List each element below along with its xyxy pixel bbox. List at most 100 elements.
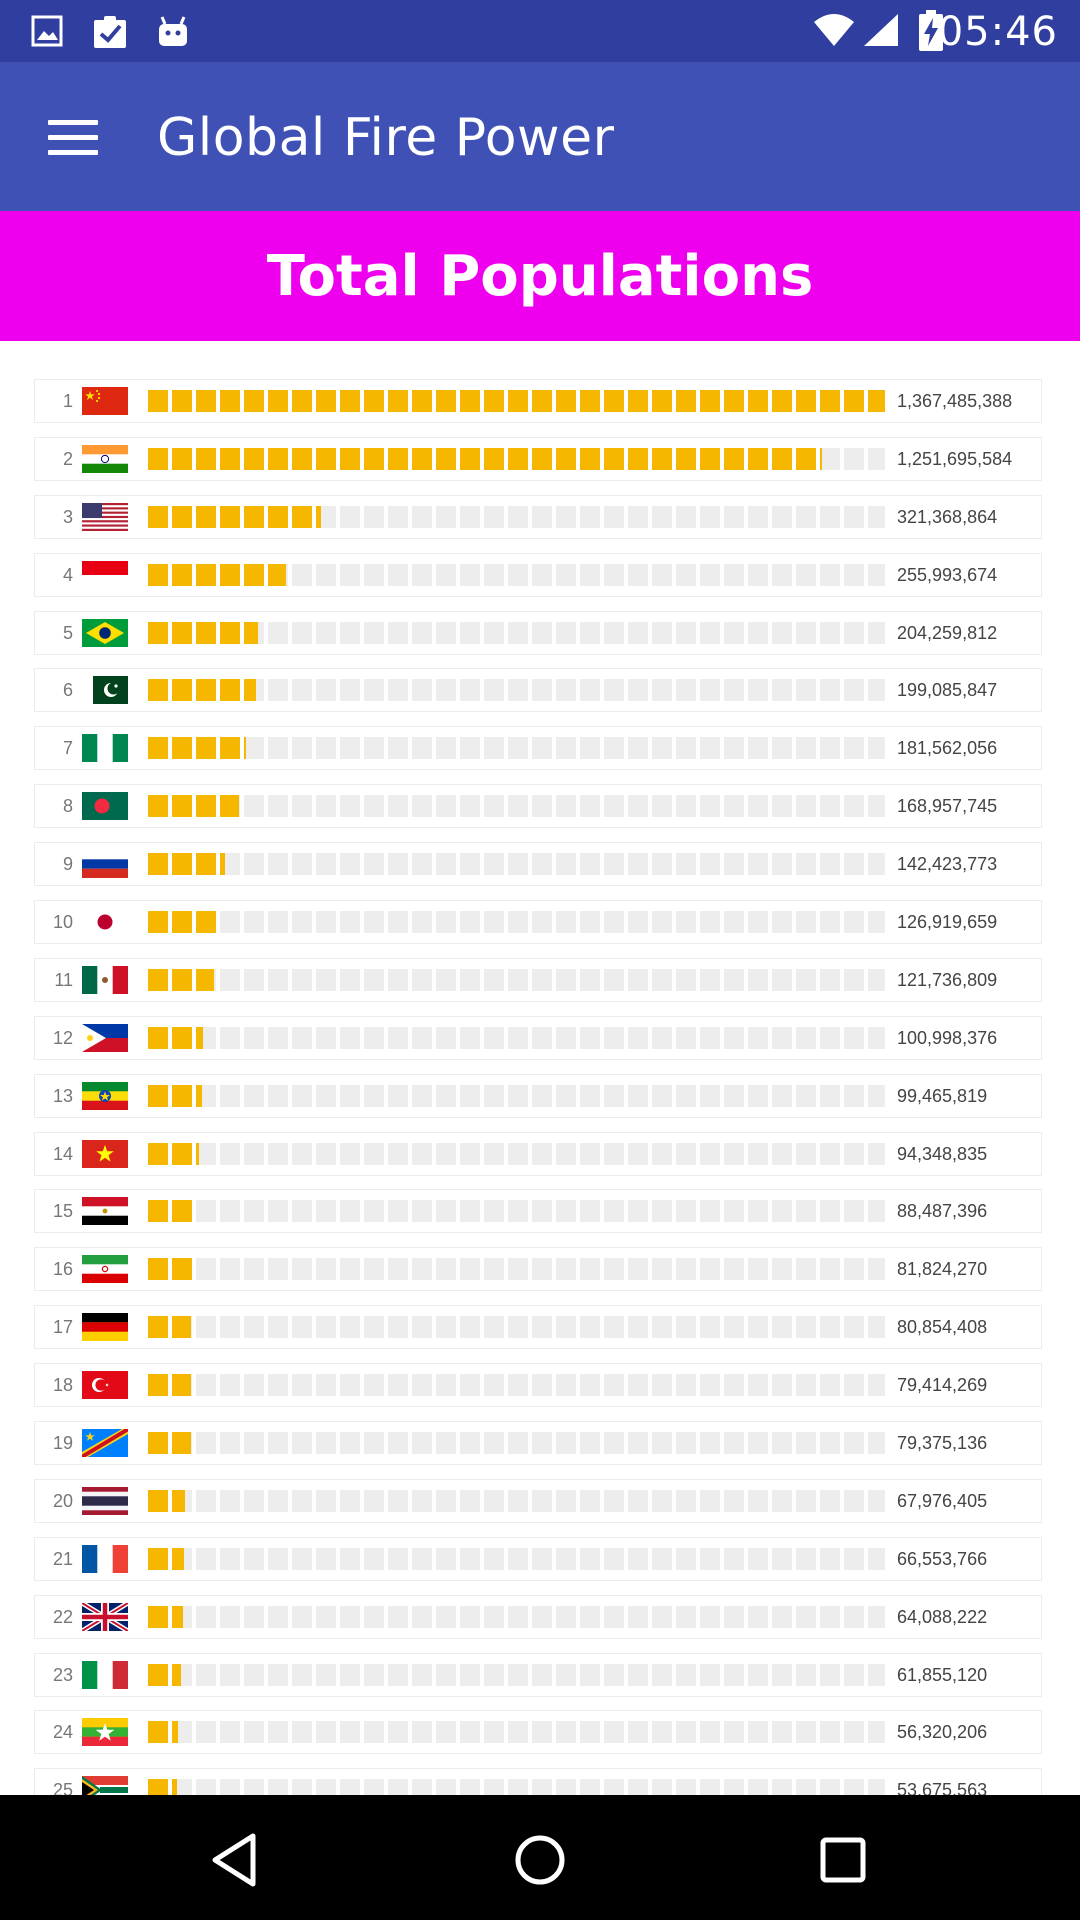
russia-flag-icon — [82, 850, 128, 879]
myanmar-flag-icon — [82, 1718, 128, 1747]
population-bar-track — [148, 447, 885, 470]
list-item[interactable]: 4 255,993,674 — [34, 552, 1042, 597]
list-item[interactable]: 1 1,367,485,388 — [34, 379, 1042, 423]
list-item[interactable]: 13 99,465,819 — [34, 1073, 1042, 1118]
south-africa-flag-icon — [82, 1776, 128, 1795]
population-value: 61,855,120 — [897, 1664, 988, 1685]
list-item[interactable]: 12 100,998,376 — [34, 1015, 1042, 1060]
list-item[interactable]: 9 142,423,773 — [34, 842, 1042, 887]
china-flag-icon — [82, 387, 128, 415]
population-value: 67,976,405 — [897, 1490, 988, 1511]
population-bar-track — [148, 621, 885, 644]
list-item[interactable]: 7 181,562,056 — [34, 726, 1042, 771]
list-item[interactable]: 22 64,088,222 — [34, 1594, 1042, 1639]
population-value: 204,259,812 — [897, 622, 998, 643]
rank-number: 18 — [52, 1375, 73, 1396]
population-bar-fill — [148, 1374, 191, 1397]
population-value: 64,088,222 — [897, 1606, 988, 1627]
india-flag-icon — [82, 444, 128, 473]
population-value: 1,251,695,584 — [897, 448, 1013, 469]
philippines-flag-icon — [82, 1023, 128, 1052]
population-bar-fill — [148, 505, 322, 528]
population-bar-fill — [148, 621, 258, 644]
rank-number: 11 — [54, 969, 73, 990]
population-bar-track — [148, 1547, 885, 1570]
rank-number: 24 — [52, 1722, 73, 1743]
list-item[interactable]: 14 94,348,835 — [34, 1131, 1042, 1176]
population-value: 80,854,408 — [897, 1317, 988, 1338]
hamburger-menu-icon[interactable] — [36, 107, 108, 167]
list-item[interactable]: 23 61,855,120 — [34, 1652, 1042, 1697]
population-bar-track — [148, 1432, 885, 1455]
france-flag-icon — [82, 1544, 128, 1573]
rank-number: 9 — [62, 854, 73, 875]
rank-number: 19 — [52, 1433, 73, 1454]
list-item[interactable]: 15 88,487,396 — [34, 1189, 1042, 1234]
rank-number: 5 — [62, 622, 73, 643]
population-value: 99,465,819 — [897, 1085, 988, 1106]
list-item[interactable]: 18 79,414,269 — [34, 1363, 1042, 1408]
population-bar-track — [148, 1489, 885, 1512]
population-bar-fill — [148, 1547, 185, 1570]
pakistan-flag-icon — [82, 676, 128, 705]
list-item[interactable]: 24 56,320,206 — [34, 1710, 1042, 1755]
rank-number: 14 — [52, 1143, 73, 1164]
population-value: 66,553,766 — [897, 1548, 988, 1569]
population-bar-fill — [148, 1316, 192, 1339]
population-value: 56,320,206 — [897, 1722, 988, 1743]
rank-number: 21 — [52, 1548, 73, 1569]
list-item[interactable]: 19 79,375,136 — [34, 1421, 1042, 1466]
population-bar-track — [148, 1663, 885, 1686]
list-item[interactable]: 8 168,957,745 — [34, 784, 1042, 829]
rank-number: 15 — [52, 1201, 73, 1222]
list-item[interactable]: 6 199,085,847 — [34, 668, 1042, 713]
population-bar-track — [148, 737, 885, 760]
page-title: Total Populations — [266, 243, 814, 309]
list-item[interactable]: 2 1,251,695,584 — [34, 436, 1042, 481]
list-item[interactable]: 20 67,976,405 — [34, 1478, 1042, 1523]
population-bar-track — [148, 911, 885, 934]
page-header: Total Populations — [0, 211, 1080, 341]
population-bar-fill — [148, 447, 823, 470]
clipboard-check-icon — [90, 14, 130, 55]
population-bar-track — [148, 1316, 885, 1339]
population-value: 100,998,376 — [897, 1027, 998, 1048]
battery-charging-icon — [918, 10, 944, 57]
back-icon[interactable] — [190, 1815, 280, 1905]
list-item[interactable]: 5 204,259,812 — [34, 610, 1042, 655]
population-value: 94,348,835 — [897, 1143, 988, 1164]
rank-number: 6 — [62, 680, 73, 701]
list-item[interactable]: 10 126,919,659 — [34, 900, 1042, 945]
list-item[interactable]: 17 80,854,408 — [34, 1305, 1042, 1350]
population-value: 88,487,396 — [897, 1201, 988, 1222]
indonesia-flag-icon — [82, 560, 128, 589]
population-bar-fill — [148, 1084, 202, 1107]
population-bar-fill — [148, 968, 214, 991]
list-item[interactable]: 3 321,368,864 — [34, 494, 1042, 539]
population-value: 199,085,847 — [897, 680, 998, 701]
population-value: 53,675,563 — [897, 1780, 988, 1795]
rank-number: 12 — [52, 1027, 73, 1048]
population-bar-track — [148, 1779, 885, 1795]
ethiopia-flag-icon — [82, 1081, 128, 1110]
rank-number: 23 — [52, 1664, 73, 1685]
population-bar-fill — [148, 563, 286, 586]
wifi-icon — [812, 12, 856, 53]
italy-flag-icon — [82, 1660, 128, 1689]
image-icon — [30, 14, 64, 53]
list-item[interactable]: 16 81,824,270 — [34, 1247, 1042, 1292]
population-bar-fill — [148, 390, 885, 412]
home-icon[interactable] — [495, 1815, 585, 1905]
list-item[interactable]: 11 121,736,809 — [34, 957, 1042, 1002]
japan-flag-icon — [82, 908, 128, 937]
list-item[interactable]: 25 53,675,563 — [34, 1768, 1042, 1795]
recents-icon[interactable] — [798, 1815, 888, 1905]
population-value: 121,736,809 — [897, 969, 998, 990]
population-bar-track — [148, 563, 885, 586]
population-bar-fill — [148, 737, 247, 760]
population-bar-fill — [148, 1026, 203, 1049]
population-list[interactable]: 1 1,367,485,388 2 1,251,695,584 3 321,368,864… — [34, 379, 1042, 1795]
population-bar-fill — [148, 1142, 199, 1165]
uk-flag-icon — [82, 1602, 128, 1631]
list-item[interactable]: 21 66,553,766 — [34, 1536, 1042, 1581]
